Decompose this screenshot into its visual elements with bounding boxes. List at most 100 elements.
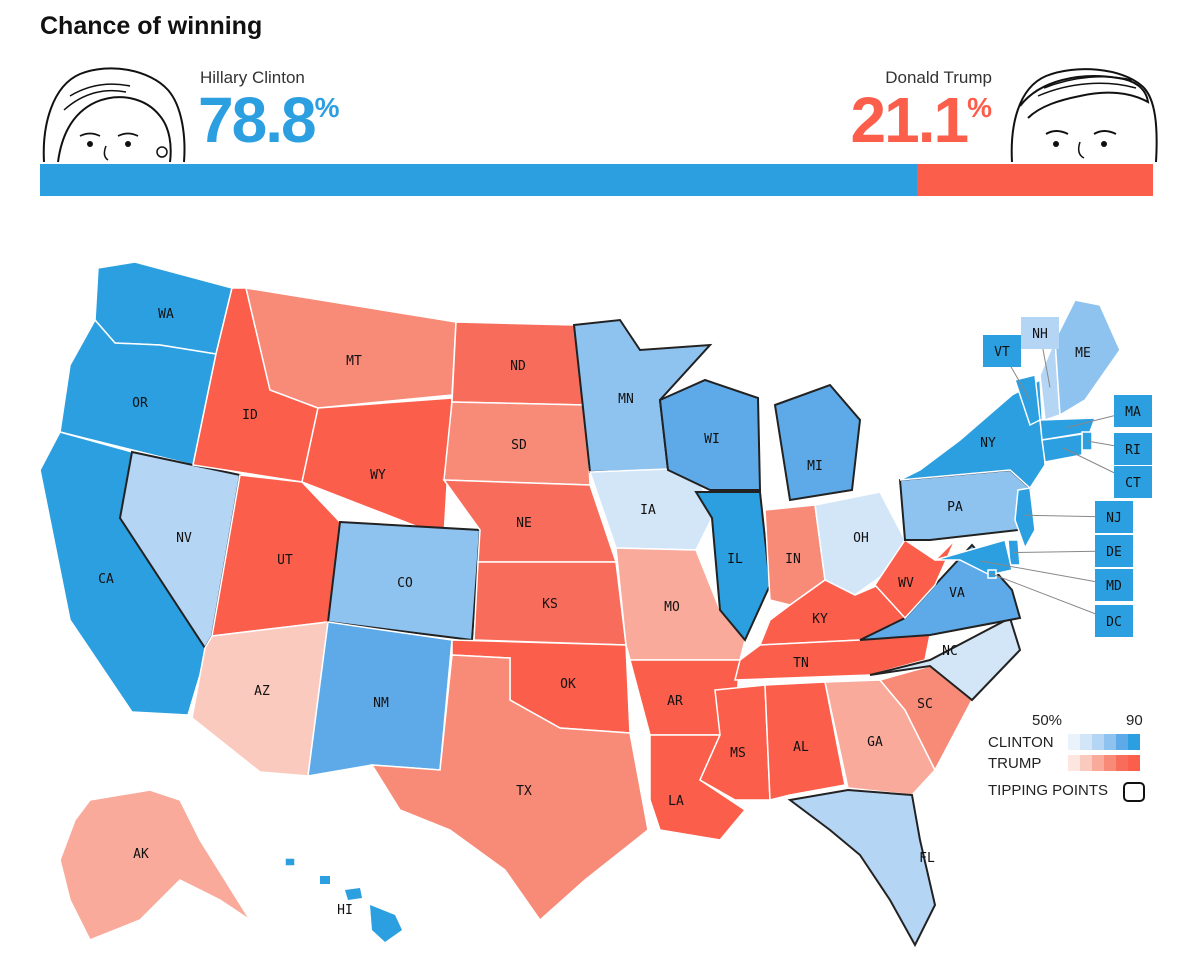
state-label-pa: PA xyxy=(947,500,963,515)
state-label-mn: MN xyxy=(618,392,634,407)
state-nj[interactable] xyxy=(1014,487,1036,550)
state-label-id: ID xyxy=(242,408,258,423)
state-label-nm: NM xyxy=(373,696,389,711)
trump-probability-segment xyxy=(917,164,1153,196)
state-label-sc: SC xyxy=(917,697,933,712)
state-label-ne: NE xyxy=(516,516,532,531)
legend-swatch xyxy=(1116,755,1128,771)
clinton-portrait xyxy=(42,67,186,163)
page-title: Chance of winning xyxy=(40,12,263,40)
callout-box-dc[interactable] xyxy=(1095,605,1133,637)
state-label-ut: UT xyxy=(277,553,293,568)
state-ny[interactable] xyxy=(899,378,1046,490)
legend-swatch xyxy=(1116,734,1128,750)
legend-swatch xyxy=(1128,734,1140,750)
callout-box-nj[interactable] xyxy=(1095,501,1133,533)
legend-swatch xyxy=(1068,734,1080,750)
callout-box-ma[interactable] xyxy=(1114,395,1152,427)
state-ct[interactable] xyxy=(1041,433,1083,463)
state-label-az: AZ xyxy=(254,684,270,699)
state-label-tx: TX xyxy=(516,784,532,799)
state-label-de: DE xyxy=(1106,545,1122,560)
legend-swatch xyxy=(1104,755,1116,771)
callout-box-vt[interactable] xyxy=(983,335,1021,367)
callout-box-nh[interactable] xyxy=(1021,317,1059,349)
state-label-ga: GA xyxy=(867,735,883,750)
state-label-ca: CA xyxy=(98,572,114,587)
state-label-in: IN xyxy=(785,552,801,567)
state-label-tn: TN xyxy=(793,656,809,671)
state-label-va: VA xyxy=(949,586,965,601)
legend-swatch xyxy=(1080,734,1092,750)
callout-line-md xyxy=(980,560,1115,586)
state-hi[interactable] xyxy=(284,857,296,867)
state-label-al: AL xyxy=(793,740,809,755)
state-hi-island xyxy=(345,888,362,900)
state-label-wa: WA xyxy=(158,307,174,322)
state-label-ks: KS xyxy=(542,597,558,612)
state-fl[interactable] xyxy=(787,788,937,948)
trump-name: Donald Trump xyxy=(885,68,992,87)
callout-box-ri[interactable] xyxy=(1114,433,1152,465)
trump-portrait xyxy=(1010,68,1158,163)
state-label-ct: CT xyxy=(1125,476,1141,491)
state-sc[interactable] xyxy=(878,665,973,772)
state-wi[interactable] xyxy=(658,378,762,491)
state-label-or: OR xyxy=(132,396,148,411)
state-label-sd: SD xyxy=(511,438,527,453)
state-label-dc: DC xyxy=(1106,615,1122,630)
state-hi-island xyxy=(370,905,402,942)
state-ak[interactable] xyxy=(59,789,251,941)
state-label-nh: NH xyxy=(1032,327,1048,342)
state-label-hi: HI xyxy=(337,903,353,918)
clinton-probability-segment xyxy=(40,164,918,196)
state-md[interactable] xyxy=(934,539,1013,576)
state-label-ma: MA xyxy=(1125,405,1141,420)
callout-box-ct[interactable] xyxy=(1114,466,1152,498)
callout-box-md[interactable] xyxy=(1095,569,1133,601)
state-label-nd: ND xyxy=(510,359,526,374)
legend-trump-scale xyxy=(1068,755,1140,771)
state-label-me: ME xyxy=(1075,346,1091,361)
state-label-vt: VT xyxy=(994,345,1010,360)
state-tn[interactable] xyxy=(734,634,931,681)
state-label-ok: OK xyxy=(560,677,576,692)
callout-line-dc xyxy=(991,573,1115,622)
state-label-il: IL xyxy=(727,552,743,567)
legend-tipping-swatch xyxy=(1123,782,1145,802)
legend-tick-low: 50% xyxy=(1032,712,1063,729)
state-pa[interactable] xyxy=(898,468,1032,541)
state-az[interactable] xyxy=(191,621,329,777)
state-hi-island xyxy=(320,876,330,884)
state-label-ia: IA xyxy=(640,503,656,518)
legend-swatch xyxy=(1128,755,1140,771)
state-il[interactable] xyxy=(694,491,772,642)
state-label-ny: NY xyxy=(980,436,996,451)
legend-swatch xyxy=(1104,734,1116,750)
state-label-nc: NC xyxy=(942,644,958,659)
legend-swatch xyxy=(1080,755,1092,771)
state-label-ky: KY xyxy=(812,612,828,627)
state-nc[interactable] xyxy=(869,616,1022,702)
state-label-oh: OH xyxy=(853,531,869,546)
legend-trump-label: TRUMP xyxy=(988,755,1042,772)
state-label-la: LA xyxy=(668,794,684,809)
state-tx[interactable] xyxy=(370,654,649,922)
state-mo[interactable] xyxy=(615,547,746,661)
state-label-wv: WV xyxy=(898,576,914,591)
callout-box-de[interactable] xyxy=(1095,535,1133,567)
legend-tipping-label: TIPPING POINTS xyxy=(988,782,1109,799)
state-al[interactable] xyxy=(764,681,846,801)
state-label-md: MD xyxy=(1106,579,1122,594)
legend-swatch xyxy=(1068,755,1080,771)
state-me[interactable] xyxy=(1054,299,1121,417)
state-label-ms: MS xyxy=(730,746,746,761)
state-label-wy: WY xyxy=(370,468,386,483)
legend-tick-high: 90 xyxy=(1126,712,1143,729)
state-label-mt: MT xyxy=(346,354,362,369)
state-label-nj: NJ xyxy=(1106,511,1122,526)
legend-swatch xyxy=(1092,734,1104,750)
state-label-wi: WI xyxy=(704,432,720,447)
state-mi[interactable] xyxy=(773,383,862,502)
state-mt[interactable] xyxy=(245,287,457,409)
